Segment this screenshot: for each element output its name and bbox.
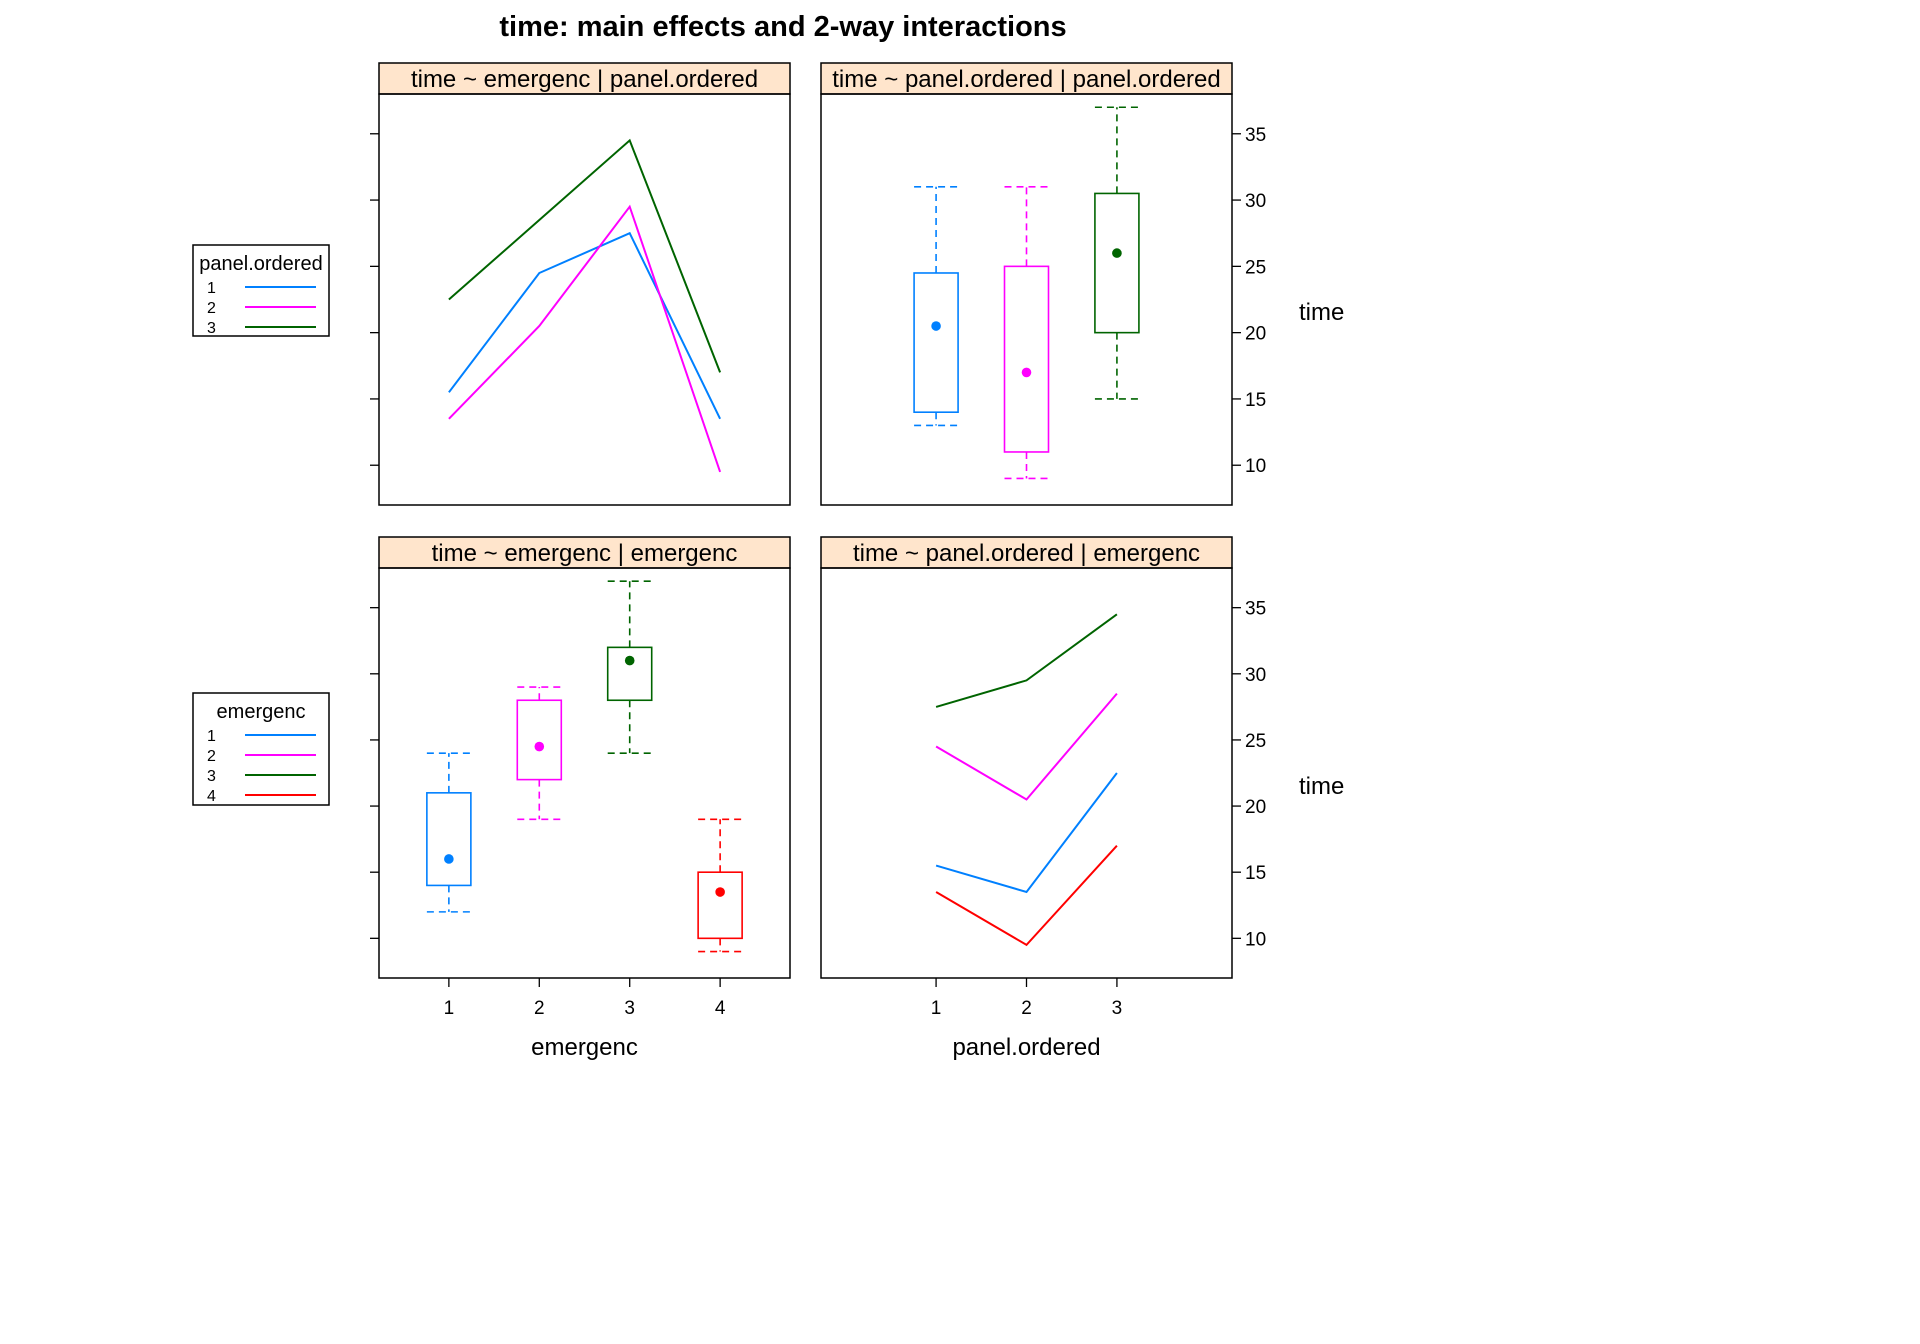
y-tick-label: 15 <box>1245 863 1266 884</box>
panel-frame <box>820 93 1233 506</box>
y-tick-label: 25 <box>1245 257 1266 278</box>
median-point <box>1021 367 1032 378</box>
box-3 <box>606 580 653 754</box>
median-point <box>931 321 941 331</box>
box-body <box>913 272 959 413</box>
series-line-2 <box>448 204 722 473</box>
legend-level-label: 1 <box>207 728 216 745</box>
legend-title: emergenc <box>217 701 306 723</box>
x-tick-label: 4 <box>715 998 726 1019</box>
figure: time: main effects and 2-way interaction… <box>192 11 1344 1061</box>
y-tick-label: 20 <box>1245 324 1266 345</box>
box-1 <box>426 752 472 913</box>
box-3 <box>1094 106 1140 400</box>
box-body <box>426 792 472 887</box>
x-tick-label: 2 <box>1021 998 1032 1019</box>
x-tick-label: 3 <box>1112 998 1123 1019</box>
legend-level-label: 2 <box>207 300 216 317</box>
panel-4: time ~ panel.ordered | emergenc 10 15 20 25 3… <box>820 536 1344 1061</box>
legend-title: panel.ordered <box>199 253 322 275</box>
strip-label: time ~ panel.ordered | panel.ordered <box>832 66 1221 93</box>
legend-level-label: 3 <box>207 320 216 337</box>
panels: time ~ emergenc | panel.ordered time ~ pa… <box>370 62 1344 1061</box>
legend-level-label: 4 <box>207 788 216 805</box>
y-tick-label: 10 <box>1245 929 1266 950</box>
chart-title: time: main effects and 2-way interaction… <box>499 11 1066 43</box>
panel-frame <box>820 567 1233 979</box>
strip <box>820 536 1233 569</box>
panel-3: time ~ emergenc | emergenc 1 2 3 4 emergenc <box>370 536 791 1061</box>
x-tick-label: 1 <box>444 998 455 1019</box>
strip-label: time ~ panel.ordered | emergenc <box>853 540 1200 567</box>
x-axis-label: emergenc <box>531 1034 638 1061</box>
legend-frame <box>192 692 330 806</box>
y-tick-label: 10 <box>1245 456 1266 477</box>
box-4 <box>697 818 743 953</box>
strip-label: time ~ emergenc | panel.ordered <box>411 66 758 93</box>
y-tick-label: 20 <box>1245 797 1266 818</box>
y-axis-label: time <box>1299 299 1344 326</box>
box-body <box>697 871 743 940</box>
y-axis-label: time <box>1299 773 1344 800</box>
box-body <box>1003 265 1050 453</box>
box-2 <box>516 686 563 821</box>
series-line-3 <box>935 613 1118 708</box>
y-tick-label: 30 <box>1245 665 1266 686</box>
series-line-1 <box>448 231 721 420</box>
series-line-2 <box>935 692 1118 801</box>
panel-frame <box>378 567 791 979</box>
median-point <box>1112 248 1122 258</box>
series-line-4 <box>935 845 1118 947</box>
strip-label: time ~ emergenc | emergenc <box>432 540 738 567</box>
y-tick-label: 25 <box>1245 731 1266 752</box>
box-body <box>516 699 563 781</box>
strip <box>378 62 791 95</box>
legend-level-label: 3 <box>207 768 216 785</box>
y-tick-label: 35 <box>1245 125 1266 146</box>
strip <box>378 536 791 569</box>
x-tick-label: 1 <box>931 998 942 1019</box>
median-point <box>534 741 545 752</box>
box-2 <box>1003 186 1050 480</box>
panel-1: time ~ emergenc | panel.ordered <box>370 62 791 506</box>
median-point <box>624 655 635 666</box>
panel-2: time ~ panel.ordered | panel.ordered 10 15… <box>820 62 1344 506</box>
legend-level-label: 2 <box>207 748 216 765</box>
y-tick-label: 35 <box>1245 599 1266 620</box>
series-line-1 <box>935 772 1118 894</box>
box-1 <box>913 186 959 427</box>
x-tick-label: 3 <box>624 998 635 1019</box>
x-tick-label: 2 <box>534 998 545 1019</box>
legend-frame <box>192 244 330 337</box>
series-line-3 <box>448 138 722 373</box>
strip <box>820 62 1233 95</box>
box-body <box>606 646 653 702</box>
legend-1: panel.ordered 1 2 3 <box>192 244 330 337</box>
y-tick-label: 30 <box>1245 191 1266 212</box>
box-body <box>1094 192 1140 334</box>
panel-frame <box>378 93 791 506</box>
y-tick-label: 15 <box>1245 390 1266 411</box>
legend-level-label: 1 <box>207 280 216 297</box>
median-point <box>444 854 454 864</box>
median-point <box>715 887 725 897</box>
x-axis-label: panel.ordered <box>952 1034 1100 1061</box>
